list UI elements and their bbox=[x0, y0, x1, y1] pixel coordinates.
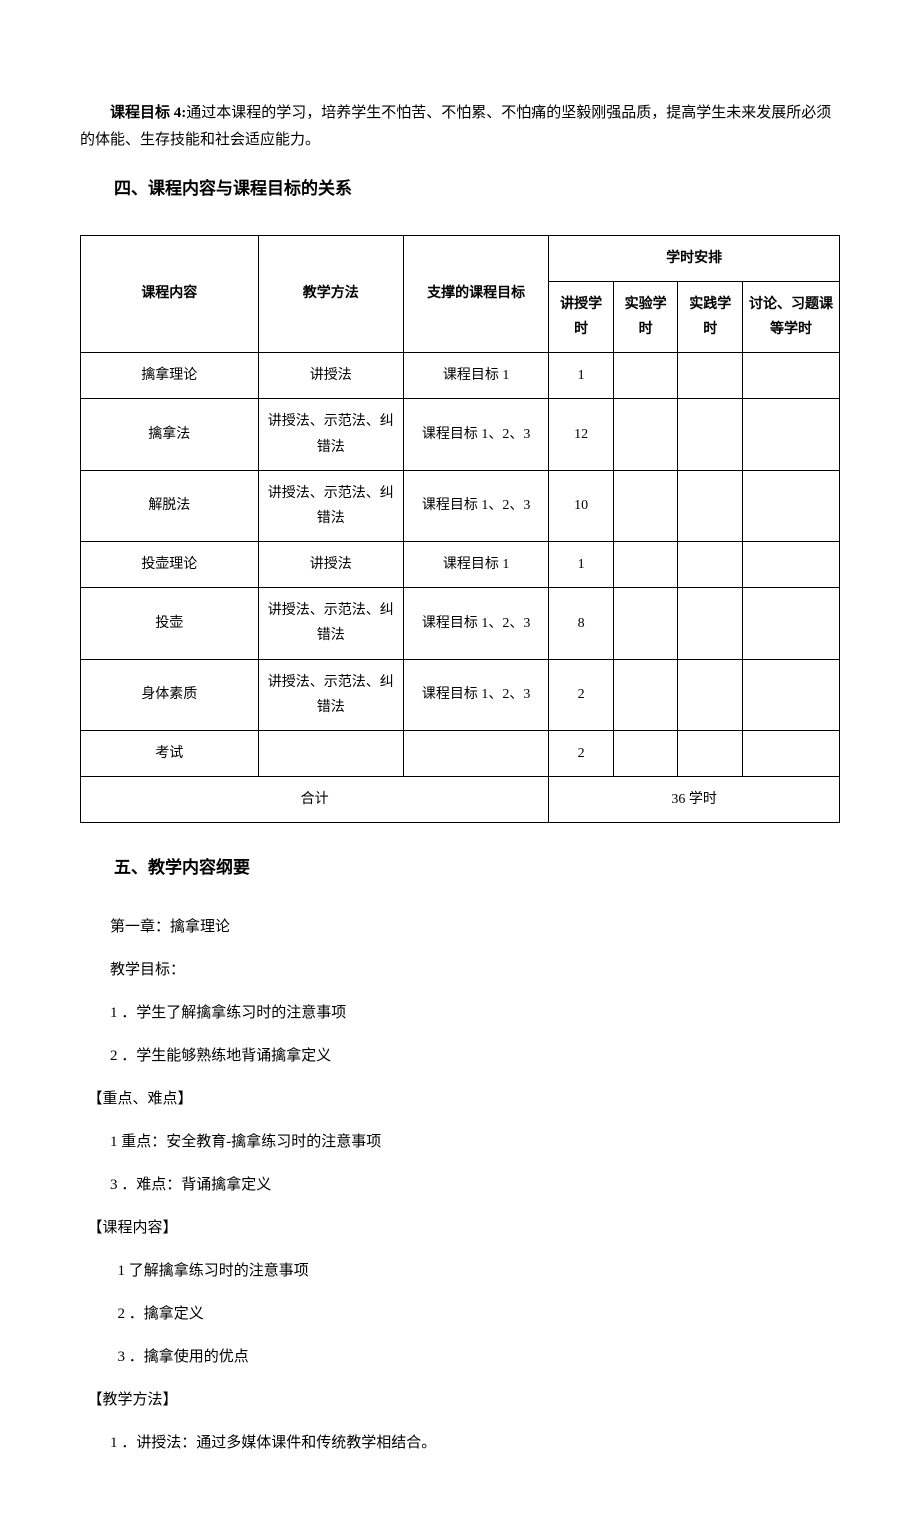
td-method bbox=[258, 731, 403, 777]
td-content: 擒拿理论 bbox=[81, 353, 259, 399]
outline-line: 2 ．学生能够熟练地背诵擒拿定义 bbox=[80, 1043, 840, 1070]
section5-body: 第一章：擒拿理论教学目标： 1 ．学生了解擒拿练习时的注意事项 2 ．学生能够熟练地… bbox=[80, 914, 840, 1457]
td-goal: 课程目标 1 bbox=[403, 353, 548, 399]
table-row: 擒拿理论讲授法课程目标 11 bbox=[81, 353, 840, 399]
td-experiment bbox=[613, 353, 678, 399]
outline-line: 教学目标： bbox=[80, 957, 840, 984]
outline-line: 【教学方法】 bbox=[80, 1387, 840, 1414]
td-lecture: 1 bbox=[549, 542, 614, 588]
td-goal: 课程目标 1、2、3 bbox=[403, 470, 548, 541]
td-content: 考试 bbox=[81, 731, 259, 777]
section4-heading: 四、课程内容与课程目标的关系 bbox=[80, 174, 840, 205]
td-practice bbox=[678, 659, 743, 730]
table-header: 课程内容 教学方法 支撑的课程目标 学时安排 讲授学时 实验学时 实践学时 讨论… bbox=[81, 235, 840, 353]
td-experiment bbox=[613, 731, 678, 777]
td-lecture: 12 bbox=[549, 399, 614, 470]
td-practice bbox=[678, 731, 743, 777]
table-row: 投壶讲授法、示范法、纠错法课程目标 1、2、38 bbox=[81, 588, 840, 659]
th-practice: 实践学时 bbox=[678, 281, 743, 352]
td-discuss bbox=[743, 542, 840, 588]
td-practice bbox=[678, 399, 743, 470]
td-content: 解脱法 bbox=[81, 470, 259, 541]
td-goal: 课程目标 1、2、3 bbox=[403, 659, 548, 730]
table-body: 擒拿理论讲授法课程目标 11擒拿法讲授法、示范法、纠错法课程目标 1、2、312… bbox=[81, 353, 840, 777]
table-footer: 合计 36 学时 bbox=[81, 777, 840, 823]
td-discuss bbox=[743, 659, 840, 730]
td-discuss bbox=[743, 731, 840, 777]
td-method: 讲授法、示范法、纠错法 bbox=[258, 588, 403, 659]
td-lecture: 10 bbox=[549, 470, 614, 541]
outline-line: 2 ．擒拿定义 bbox=[80, 1301, 840, 1328]
outline-line: 【课程内容】 bbox=[80, 1215, 840, 1242]
th-experiment: 实验学时 bbox=[613, 281, 678, 352]
td-lecture: 2 bbox=[549, 731, 614, 777]
table-row: 身体素质讲授法、示范法、纠错法课程目标 1、2、32 bbox=[81, 659, 840, 730]
table-row: 擒拿法讲授法、示范法、纠错法课程目标 1、2、312 bbox=[81, 399, 840, 470]
td-lecture: 2 bbox=[549, 659, 614, 730]
td-goal: 课程目标 1、2、3 bbox=[403, 399, 548, 470]
td-method: 讲授法 bbox=[258, 353, 403, 399]
outline-line: 3 ．擒拿使用的优点 bbox=[80, 1344, 840, 1371]
td-total-value: 36 学时 bbox=[549, 777, 840, 823]
th-discuss: 讨论、习题课等学时 bbox=[743, 281, 840, 352]
outline-line: 1 ．学生了解擒拿练习时的注意事项 bbox=[80, 1000, 840, 1027]
section5-heading: 五、教学内容纲要 bbox=[80, 853, 840, 884]
td-content: 投壶理论 bbox=[81, 542, 259, 588]
td-goal bbox=[403, 731, 548, 777]
td-method: 讲授法 bbox=[258, 542, 403, 588]
td-discuss bbox=[743, 470, 840, 541]
td-practice bbox=[678, 353, 743, 399]
td-discuss bbox=[743, 588, 840, 659]
th-lecture: 讲授学时 bbox=[549, 281, 614, 352]
td-practice bbox=[678, 588, 743, 659]
td-practice bbox=[678, 470, 743, 541]
table-footer-row: 合计 36 学时 bbox=[81, 777, 840, 823]
th-goal: 支撑的课程目标 bbox=[403, 235, 548, 353]
td-lecture: 1 bbox=[549, 353, 614, 399]
course-goal-4-label: 课程目标 4: bbox=[110, 105, 186, 121]
td-content: 擒拿法 bbox=[81, 399, 259, 470]
td-experiment bbox=[613, 470, 678, 541]
table-row: 考试 2 bbox=[81, 731, 840, 777]
course-goal-4-text: 通过本课程的学习，培养学生不怕苦、不怕累、不怕痛的坚毅刚强品质，提高学生未来发展… bbox=[80, 105, 831, 148]
td-goal: 课程目标 1、2、3 bbox=[403, 588, 548, 659]
td-lecture: 8 bbox=[549, 588, 614, 659]
course-content-table: 课程内容 教学方法 支撑的课程目标 学时安排 讲授学时 实验学时 实践学时 讨论… bbox=[80, 235, 840, 824]
outline-line: 1 ．讲授法：通过多媒体课件和传统教学相结合。 bbox=[80, 1430, 840, 1457]
outline-line: 3 ．难点：背诵擒拿定义 bbox=[80, 1172, 840, 1199]
td-experiment bbox=[613, 399, 678, 470]
th-hours-group: 学时安排 bbox=[549, 235, 840, 281]
table-row: 投壶理论讲授法课程目标 11 bbox=[81, 542, 840, 588]
table-row: 解脱法讲授法、示范法、纠错法课程目标 1、2、310 bbox=[81, 470, 840, 541]
td-experiment bbox=[613, 659, 678, 730]
td-discuss bbox=[743, 399, 840, 470]
td-experiment bbox=[613, 588, 678, 659]
th-content: 课程内容 bbox=[81, 235, 259, 353]
course-goal-4-paragraph: 课程目标 4:通过本课程的学习，培养学生不怕苦、不怕累、不怕痛的坚毅刚强品质，提… bbox=[80, 100, 840, 154]
outline-line: 第一章：擒拿理论 bbox=[80, 914, 840, 941]
td-discuss bbox=[743, 353, 840, 399]
td-goal: 课程目标 1 bbox=[403, 542, 548, 588]
td-method: 讲授法、示范法、纠错法 bbox=[258, 659, 403, 730]
outline-line: 1 了解擒拿练习时的注意事项 bbox=[80, 1258, 840, 1285]
td-method: 讲授法、示范法、纠错法 bbox=[258, 470, 403, 541]
td-total-label: 合计 bbox=[81, 777, 549, 823]
outline-line: 1 重点：安全教育-擒拿练习时的注意事项 bbox=[80, 1129, 840, 1156]
td-practice bbox=[678, 542, 743, 588]
td-experiment bbox=[613, 542, 678, 588]
td-content: 投壶 bbox=[81, 588, 259, 659]
td-content: 身体素质 bbox=[81, 659, 259, 730]
td-method: 讲授法、示范法、纠错法 bbox=[258, 399, 403, 470]
outline-line: 【重点、难点】 bbox=[80, 1086, 840, 1113]
th-method: 教学方法 bbox=[258, 235, 403, 353]
table-header-row1: 课程内容 教学方法 支撑的课程目标 学时安排 bbox=[81, 235, 840, 281]
